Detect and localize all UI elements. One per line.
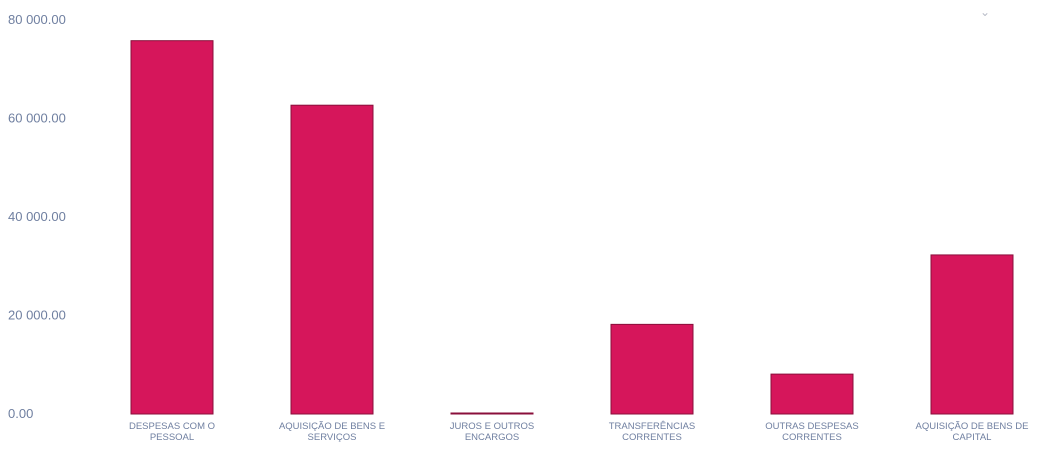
bar: [290, 104, 374, 415]
bar: [130, 40, 214, 415]
x-tick-label: JUROS E OUTROS: [450, 421, 534, 432]
x-tick-label: PESSOAL: [150, 432, 194, 443]
y-tick-label: 0.00: [8, 406, 33, 421]
x-tick-label: SERVIÇOS: [308, 432, 357, 443]
y-tick-label: 40 000.00: [8, 209, 66, 224]
y-tick-label: 20 000.00: [8, 308, 66, 323]
y-tick-label: 60 000.00: [8, 111, 66, 126]
bar: [610, 323, 694, 415]
x-tick-label: AQUISIÇÃO DE BENS DE: [916, 421, 1029, 432]
x-tick-label: CORRENTES: [622, 432, 682, 443]
x-tick-label: TRANSFERÊNCIAS: [609, 421, 696, 432]
y-tick-label: 80 000.00: [8, 12, 66, 27]
bar: [770, 373, 854, 415]
x-tick-label: ENCARGOS: [465, 432, 519, 443]
bar: [930, 254, 1014, 415]
x-tick-label: DESPESAS COM O: [129, 421, 215, 432]
bars: [130, 40, 1014, 415]
y-axis: 0.00 20 000.00 40 000.00 60 000.00 80 000.00: [8, 12, 66, 421]
x-tick-label: AQUISIÇÃO DE BENS E: [279, 421, 385, 432]
x-tick-label: CAPITAL: [953, 432, 992, 443]
x-tick-label: CORRENTES: [782, 432, 842, 443]
x-tick-label: OUTRAS DESPESAS: [765, 421, 858, 432]
corner-chevron-icon: ⌄: [980, 5, 990, 19]
bar: [450, 412, 534, 415]
